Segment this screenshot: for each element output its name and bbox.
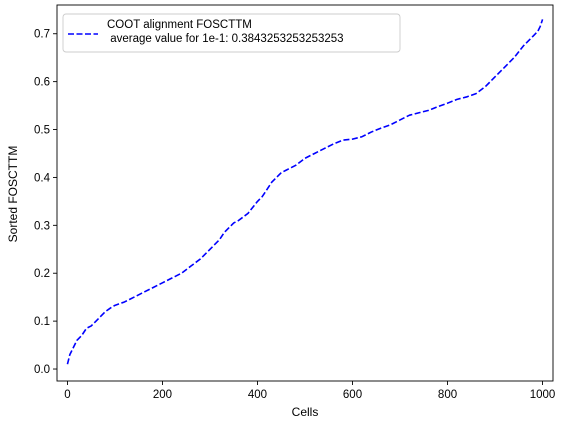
series-point [276, 177, 277, 178]
series-point [456, 99, 457, 100]
series-point [485, 86, 486, 87]
series-point [342, 139, 343, 140]
series-point [124, 301, 125, 302]
series-point [418, 112, 419, 113]
series-point [257, 201, 258, 202]
series-line-0 [66, 19, 544, 365]
x-axis-ticks: 0 200 400 600 800 1000 [64, 381, 555, 401]
series-point [114, 305, 115, 306]
series-point [475, 93, 476, 94]
series-point [69, 354, 70, 355]
series-point [72, 349, 73, 350]
series-point [266, 189, 267, 190]
series-point [428, 110, 429, 111]
series-point [143, 292, 144, 293]
series-point [323, 148, 324, 149]
series-point [95, 321, 96, 322]
series-point [262, 196, 263, 197]
series-point [224, 232, 225, 233]
x-tick-label: 1000 [530, 389, 556, 401]
series-point [67, 364, 68, 365]
series-point [209, 249, 210, 250]
series-point [91, 325, 92, 326]
series-point [504, 67, 505, 68]
series-point [181, 273, 182, 274]
series-layer [66, 19, 544, 365]
y-tick-label: 0.2 [34, 268, 50, 280]
series-point [494, 76, 495, 77]
series-point [228, 227, 229, 228]
series-point [285, 170, 286, 171]
series-point [86, 328, 87, 329]
series-point [219, 239, 220, 240]
series-point [162, 282, 163, 283]
legend-box [62, 13, 401, 53]
x-axis-label: Cells [292, 405, 319, 419]
series-point [333, 143, 334, 144]
legend-label-line: COOT alignment FOSCTTM [107, 19, 252, 31]
x-tick-label: 400 [248, 389, 267, 401]
series-point [100, 316, 101, 317]
legend-label-line: average value for 1e-1: 0.38432532532532… [107, 33, 344, 45]
axes-frame [56, 4, 554, 382]
series-point [271, 182, 272, 183]
series-point [190, 265, 191, 266]
y-axis-label: Sorted FOSCTTM [6, 146, 20, 243]
series-point [233, 222, 234, 223]
plot-area [56, 4, 554, 382]
series-point [399, 119, 400, 120]
series-point [352, 139, 353, 140]
series-point [105, 311, 106, 312]
series-point [281, 172, 282, 173]
series-point [513, 57, 514, 58]
series-point [295, 165, 296, 166]
series-point [304, 158, 305, 159]
series-point [81, 335, 82, 336]
series-point [76, 340, 77, 341]
y-tick-label: 0.7 [34, 29, 50, 41]
series-point [542, 19, 543, 20]
y-tick-label: 0.5 [34, 125, 50, 137]
series-point [540, 26, 541, 27]
series-point [537, 31, 538, 32]
legend: COOT alignment FOSCTTM average value for… [62, 13, 401, 53]
series-point [532, 36, 533, 37]
x-tick-label: 800 [438, 389, 457, 401]
series-point [314, 153, 315, 154]
x-tick-label: 600 [343, 389, 362, 401]
series-point [200, 258, 201, 259]
y-tick-label: 0.4 [34, 172, 51, 184]
series-point [152, 287, 153, 288]
x-tick-label: 0 [64, 389, 70, 401]
series-point [390, 124, 391, 125]
y-tick-label: 0.1 [34, 316, 50, 328]
series-point [133, 297, 134, 298]
series-point [466, 96, 467, 97]
legend-series-label: COOT alignment FOSCTTM average value for… [107, 19, 344, 45]
series-point [409, 115, 410, 116]
series-point [447, 103, 448, 104]
y-axis-ticks: 0.0 0.1 0.2 0.3 0.4 0.5 0.6 0.7 [34, 29, 57, 376]
y-tick-label: 0.3 [34, 220, 50, 232]
series-point [361, 136, 362, 137]
series-point [247, 213, 248, 214]
series-point [110, 308, 111, 309]
y-tick-label: 0.6 [34, 77, 50, 89]
series-point [238, 220, 239, 221]
series-point [437, 106, 438, 107]
x-tick-label: 200 [153, 389, 172, 401]
series-point [523, 45, 524, 46]
series-point [371, 131, 372, 132]
y-tick-label: 0.0 [34, 364, 50, 376]
series-point [380, 128, 381, 129]
series-point [171, 277, 172, 278]
